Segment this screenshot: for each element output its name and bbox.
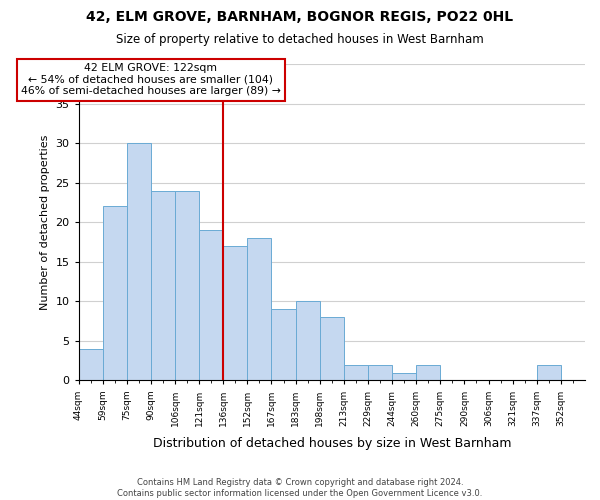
Bar	[392, 372, 416, 380]
Text: 42 ELM GROVE: 122sqm
← 54% of detached houses are smaller (104)
46% of semi-deta: 42 ELM GROVE: 122sqm ← 54% of detached h…	[21, 63, 281, 96]
Bar	[127, 143, 151, 380]
Bar	[103, 206, 127, 380]
Bar	[271, 310, 296, 380]
Bar	[247, 238, 271, 380]
Text: Size of property relative to detached houses in West Barnham: Size of property relative to detached ho…	[116, 32, 484, 46]
Bar	[537, 364, 561, 380]
Bar	[151, 190, 175, 380]
Text: Contains HM Land Registry data © Crown copyright and database right 2024.
Contai: Contains HM Land Registry data © Crown c…	[118, 478, 482, 498]
Bar	[79, 349, 103, 380]
Text: 42, ELM GROVE, BARNHAM, BOGNOR REGIS, PO22 0HL: 42, ELM GROVE, BARNHAM, BOGNOR REGIS, PO…	[86, 10, 514, 24]
Bar	[199, 230, 223, 380]
Bar	[416, 364, 440, 380]
Bar	[320, 317, 344, 380]
X-axis label: Distribution of detached houses by size in West Barnham: Distribution of detached houses by size …	[152, 437, 511, 450]
Y-axis label: Number of detached properties: Number of detached properties	[40, 134, 50, 310]
Bar	[296, 302, 320, 380]
Bar	[368, 364, 392, 380]
Bar	[344, 364, 368, 380]
Bar	[223, 246, 247, 380]
Bar	[175, 190, 199, 380]
